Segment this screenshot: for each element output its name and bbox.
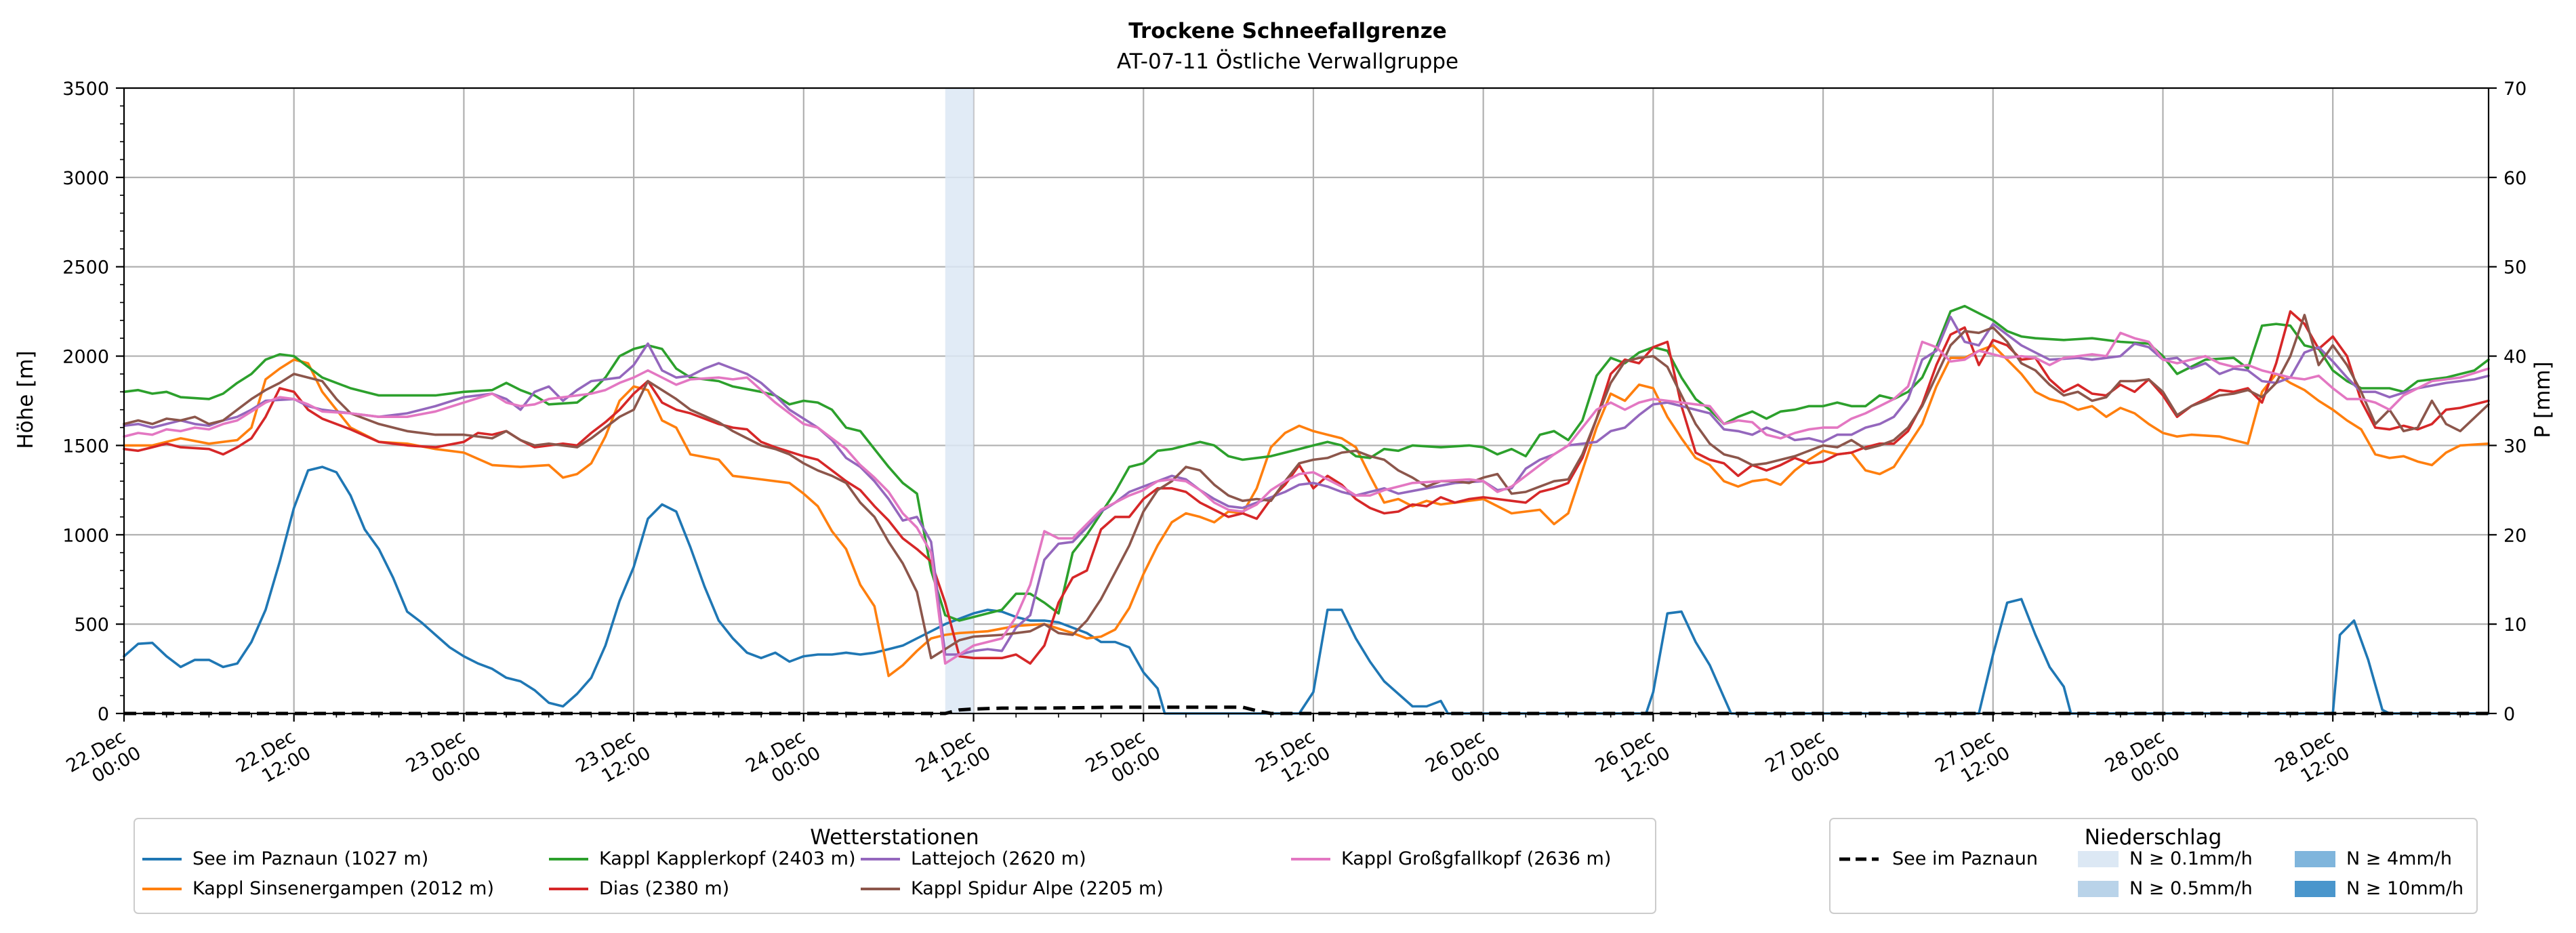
- y-tick-label: 1000: [62, 525, 109, 546]
- y2-axis-label: P [mm]: [2531, 361, 2555, 438]
- legend-precip-swatch-4: [2295, 881, 2335, 897]
- y-tick-label: 2500: [62, 257, 109, 278]
- y2-tick-label: 70: [2503, 79, 2527, 100]
- legend-precip-item-3: N ≥ 4mm/h: [2346, 848, 2452, 869]
- y2-tick-label: 60: [2503, 168, 2527, 189]
- legend-precip-item-0: See im Paznaun: [1892, 848, 2038, 869]
- y-tick-label: 1500: [62, 436, 109, 457]
- legend-item-1: Kappl Sinsenergampen (2012 m): [192, 878, 494, 899]
- y-axis-label: Höhe [m]: [14, 350, 38, 449]
- legend-precip-title: Niederschlag: [2085, 825, 2222, 850]
- plot-area-frame: [123, 87, 2490, 715]
- legend-precip-item-1: N ≥ 0.1mm/h: [2129, 848, 2253, 869]
- legend-item-0: See im Paznaun (1027 m): [192, 848, 428, 869]
- precip-shade-band: [945, 88, 974, 713]
- series-line-1: [123, 344, 2490, 678]
- chart-title: Trockene Schneefallgrenze: [1128, 19, 1447, 43]
- y2-tick-label: 30: [2503, 436, 2527, 457]
- y2-tick-label: 0: [2503, 704, 2515, 725]
- y-tick-label: 3000: [62, 168, 109, 189]
- legend-item-6: Kappl Großgfallkopf (2636 m): [1341, 848, 1611, 869]
- y-tick-label: 0: [98, 704, 109, 725]
- precip-line: [124, 705, 2489, 716]
- series-line-2: [123, 304, 2490, 622]
- series-line-5: [123, 314, 2490, 659]
- y2-tick-label: 20: [2503, 525, 2527, 546]
- legend-item-4: Lattejoch (2620 m): [911, 848, 1086, 869]
- legend-precip: Niederschlag See im Paznaun N ≥ 0.1mm/h N …: [1829, 818, 2478, 914]
- legend-stations: Wetterstationen See im Paznaun (1027 m) K…: [134, 818, 1656, 914]
- precip-line: [124, 705, 2489, 716]
- legend-item-2: Kappl Kapplerkopf (2403 m): [599, 848, 856, 869]
- y2-tick-label: 10: [2503, 615, 2527, 636]
- legend-precip-item-4: N ≥ 10mm/h: [2346, 878, 2463, 899]
- y-tick-label: 500: [74, 615, 109, 636]
- legend-stations-title: Wetterstationen: [810, 825, 979, 850]
- series-line-6: [123, 331, 2490, 665]
- grid: [123, 87, 2489, 715]
- precip-shading: [945, 88, 974, 713]
- y2-axis-ticks: 0 10 20 30 40 50 60 70: [2489, 79, 2527, 725]
- legend-precip-swatch-3: [2295, 851, 2335, 867]
- chart-subtitle: AT-07-11 Östliche Verwallgruppe: [1117, 49, 1458, 74]
- y-axis-ticks: 0 500 1000 1500 2000 2500 3000 3500: [62, 79, 124, 725]
- y2-tick-label: 40: [2503, 347, 2527, 368]
- y-tick-label: 2000: [62, 347, 109, 368]
- legend-precip-swatch-2: [2078, 881, 2119, 897]
- legend-precip-swatch-1: [2078, 851, 2119, 867]
- series-line-3: [123, 310, 2490, 665]
- series-line-0: [123, 465, 2490, 715]
- series-lines: [123, 304, 2490, 715]
- y-tick-label: 3500: [62, 79, 109, 100]
- legend-item-5: Kappl Spidur Alpe (2205 m): [911, 878, 1164, 899]
- series-line-4: [123, 315, 2490, 656]
- legend-item-3: Dias (2380 m): [599, 878, 729, 899]
- legend-precip-item-2: N ≥ 0.5mm/h: [2129, 878, 2253, 899]
- y2-tick-label: 50: [2503, 257, 2527, 278]
